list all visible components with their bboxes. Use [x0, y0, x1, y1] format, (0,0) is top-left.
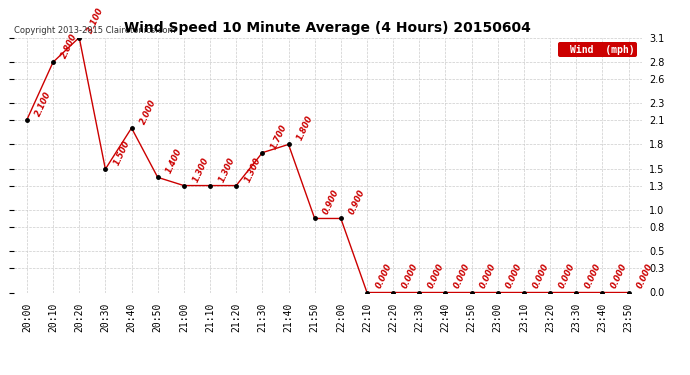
- Text: 0.000: 0.000: [400, 262, 420, 290]
- Text: 1.300: 1.300: [217, 156, 237, 183]
- Text: 1.300: 1.300: [191, 156, 210, 183]
- Text: 0.000: 0.000: [453, 262, 472, 290]
- Text: 2.000: 2.000: [139, 98, 158, 126]
- Legend: Wind  (mph): Wind (mph): [558, 42, 637, 57]
- Title: Wind Speed 10 Minute Average (4 Hours) 20150604: Wind Speed 10 Minute Average (4 Hours) 2…: [124, 21, 531, 35]
- Text: 1.800: 1.800: [295, 114, 315, 142]
- Text: 2.800: 2.800: [60, 32, 79, 60]
- Text: 0.900: 0.900: [322, 188, 341, 216]
- Text: 0.900: 0.900: [348, 188, 367, 216]
- Text: 0.000: 0.000: [635, 262, 655, 290]
- Text: Copyright 2013-2015 Clairetonics.com: Copyright 2013-2015 Clairetonics.com: [14, 26, 175, 35]
- Text: 0.000: 0.000: [505, 262, 524, 290]
- Text: 0.000: 0.000: [479, 262, 498, 290]
- Text: 1.500: 1.500: [112, 139, 132, 167]
- Text: 1.400: 1.400: [165, 147, 184, 175]
- Text: 1.700: 1.700: [269, 123, 288, 150]
- Text: 0.000: 0.000: [374, 262, 393, 290]
- Text: 0.000: 0.000: [583, 262, 602, 290]
- Text: 0.000: 0.000: [531, 262, 551, 290]
- Text: 1.300: 1.300: [243, 156, 262, 183]
- Text: 0.000: 0.000: [609, 262, 629, 290]
- Text: 2.100: 2.100: [34, 90, 53, 118]
- Text: 0.000: 0.000: [557, 262, 576, 290]
- Text: 3.100: 3.100: [86, 8, 106, 35]
- Text: 0.000: 0.000: [426, 262, 446, 290]
